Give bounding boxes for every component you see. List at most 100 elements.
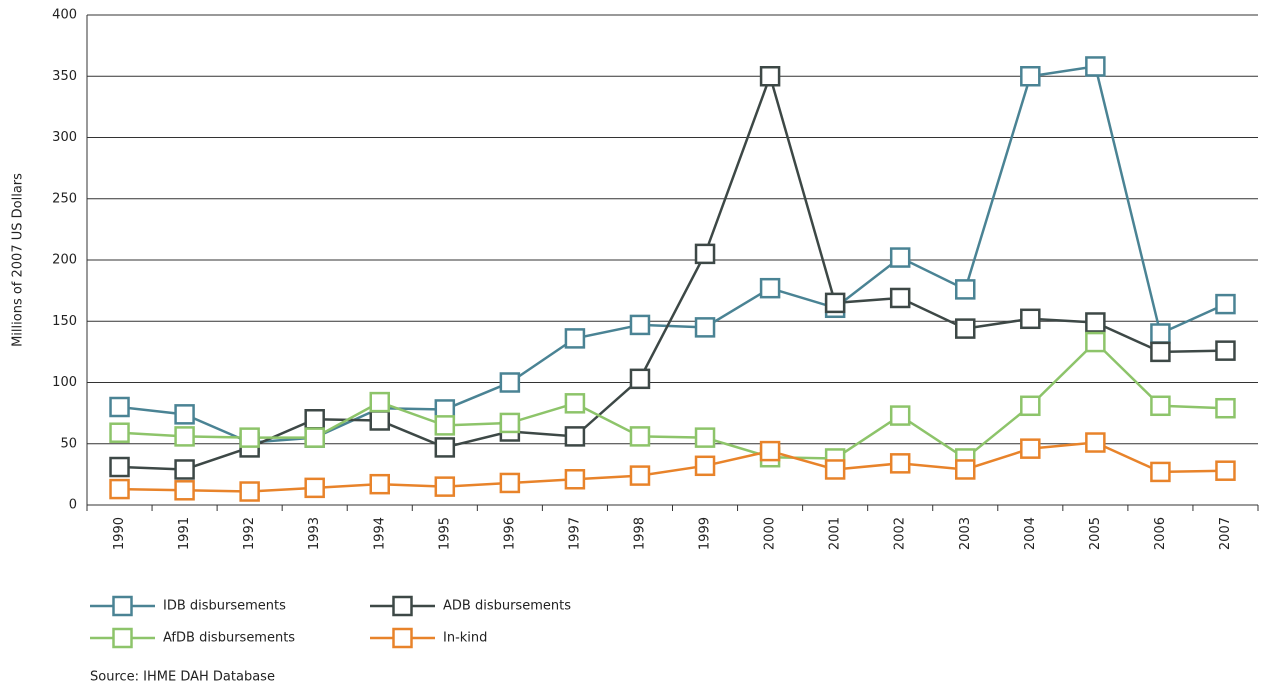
data-point xyxy=(239,481,260,502)
data-point xyxy=(109,396,130,418)
x-tick-label: 1993 xyxy=(307,517,322,550)
data-point xyxy=(109,456,130,478)
series-line xyxy=(119,441,1226,493)
data-point xyxy=(889,247,911,268)
data-point xyxy=(824,459,846,480)
data-point xyxy=(369,473,390,495)
data-point xyxy=(239,427,260,448)
data-point xyxy=(759,440,781,462)
data-point xyxy=(109,478,130,500)
data-point xyxy=(174,459,195,480)
data-point xyxy=(434,415,456,436)
legend-marker xyxy=(112,627,133,649)
data-point xyxy=(955,318,976,339)
data-point xyxy=(174,480,195,501)
data-point xyxy=(629,426,651,447)
data-point xyxy=(955,279,976,300)
data-point xyxy=(1085,56,1106,77)
data-point xyxy=(824,292,846,314)
x-tick-label: 2006 xyxy=(1153,517,1168,550)
data-point xyxy=(109,422,130,443)
data-point xyxy=(889,453,911,474)
series-line xyxy=(119,72,1226,471)
data-point xyxy=(694,243,716,265)
legend-marker xyxy=(392,627,413,649)
data-point xyxy=(889,405,911,426)
y-tick-label: 350 xyxy=(52,69,77,84)
data-point xyxy=(499,412,521,434)
x-tick-label: 1999 xyxy=(698,517,713,550)
y-axis-label: Millions of 2007 US Dollars xyxy=(11,173,26,347)
data-point xyxy=(1085,331,1106,353)
data-point xyxy=(629,314,651,336)
data-point xyxy=(1150,395,1171,417)
y-tick-label: 150 xyxy=(52,314,77,329)
legend-label: AfDB disbursements xyxy=(163,631,295,646)
data-point xyxy=(369,391,390,413)
data-point xyxy=(499,472,521,494)
y-tick-label: 250 xyxy=(52,191,77,206)
x-tick-label: 2000 xyxy=(763,517,778,550)
x-tick-label: 1995 xyxy=(437,517,452,550)
legend-label: IDB disbursements xyxy=(163,599,286,614)
data-point xyxy=(694,317,716,338)
data-point xyxy=(499,372,521,393)
x-tick-label: 2001 xyxy=(828,517,843,550)
data-point xyxy=(1215,293,1236,315)
x-tick-label: 2002 xyxy=(893,517,908,550)
data-point xyxy=(1215,397,1236,419)
data-point xyxy=(1215,340,1236,361)
y-tick-label: 100 xyxy=(52,375,77,390)
y-tick-label: 400 xyxy=(52,8,77,23)
data-point xyxy=(889,287,911,309)
data-point xyxy=(1020,66,1041,87)
data-point xyxy=(564,328,586,349)
data-point xyxy=(1150,323,1171,344)
x-tick-label: 2007 xyxy=(1218,517,1233,550)
data-point xyxy=(304,409,325,430)
legend-marker xyxy=(112,595,133,617)
x-tick-label: 1991 xyxy=(177,517,192,550)
y-tick-label: 300 xyxy=(52,130,77,145)
data-point xyxy=(629,465,651,486)
data-point xyxy=(1020,395,1041,417)
data-point xyxy=(629,368,651,390)
y-tick-label: 0 xyxy=(69,498,77,513)
data-point xyxy=(759,277,781,299)
data-point xyxy=(564,469,586,490)
data-point xyxy=(434,476,456,497)
data-point xyxy=(1150,341,1171,363)
x-tick-label: 1996 xyxy=(502,517,517,550)
data-point xyxy=(1085,432,1106,453)
data-point xyxy=(1215,460,1236,481)
x-tick-label: 1994 xyxy=(372,517,387,550)
series-line xyxy=(119,340,1226,460)
x-tick-label: 1990 xyxy=(112,517,127,550)
data-point xyxy=(759,66,781,87)
data-point xyxy=(174,404,195,425)
x-tick-label: 2005 xyxy=(1088,517,1103,550)
legend-label: ADB disbursements xyxy=(443,599,571,614)
data-point xyxy=(434,437,456,458)
legend-label: In-kind xyxy=(443,631,487,646)
data-point xyxy=(564,393,586,414)
data-point xyxy=(174,426,195,447)
series-line xyxy=(119,65,1226,444)
y-tick-label: 50 xyxy=(60,436,77,451)
source-note: Source: IHME DAH Database xyxy=(90,670,275,685)
data-point xyxy=(694,455,716,477)
data-point xyxy=(1020,308,1041,330)
x-tick-label: 2004 xyxy=(1023,517,1038,550)
x-tick-label: 1998 xyxy=(632,517,647,550)
data-point xyxy=(1020,438,1041,459)
data-point xyxy=(369,410,390,431)
x-tick-label: 1997 xyxy=(567,517,582,550)
x-tick-label: 2003 xyxy=(958,517,973,550)
data-point xyxy=(304,427,325,448)
data-point xyxy=(304,477,325,499)
legend-marker xyxy=(392,595,413,617)
y-tick-label: 200 xyxy=(52,253,77,268)
data-point xyxy=(694,427,716,448)
data-point xyxy=(1150,461,1171,483)
